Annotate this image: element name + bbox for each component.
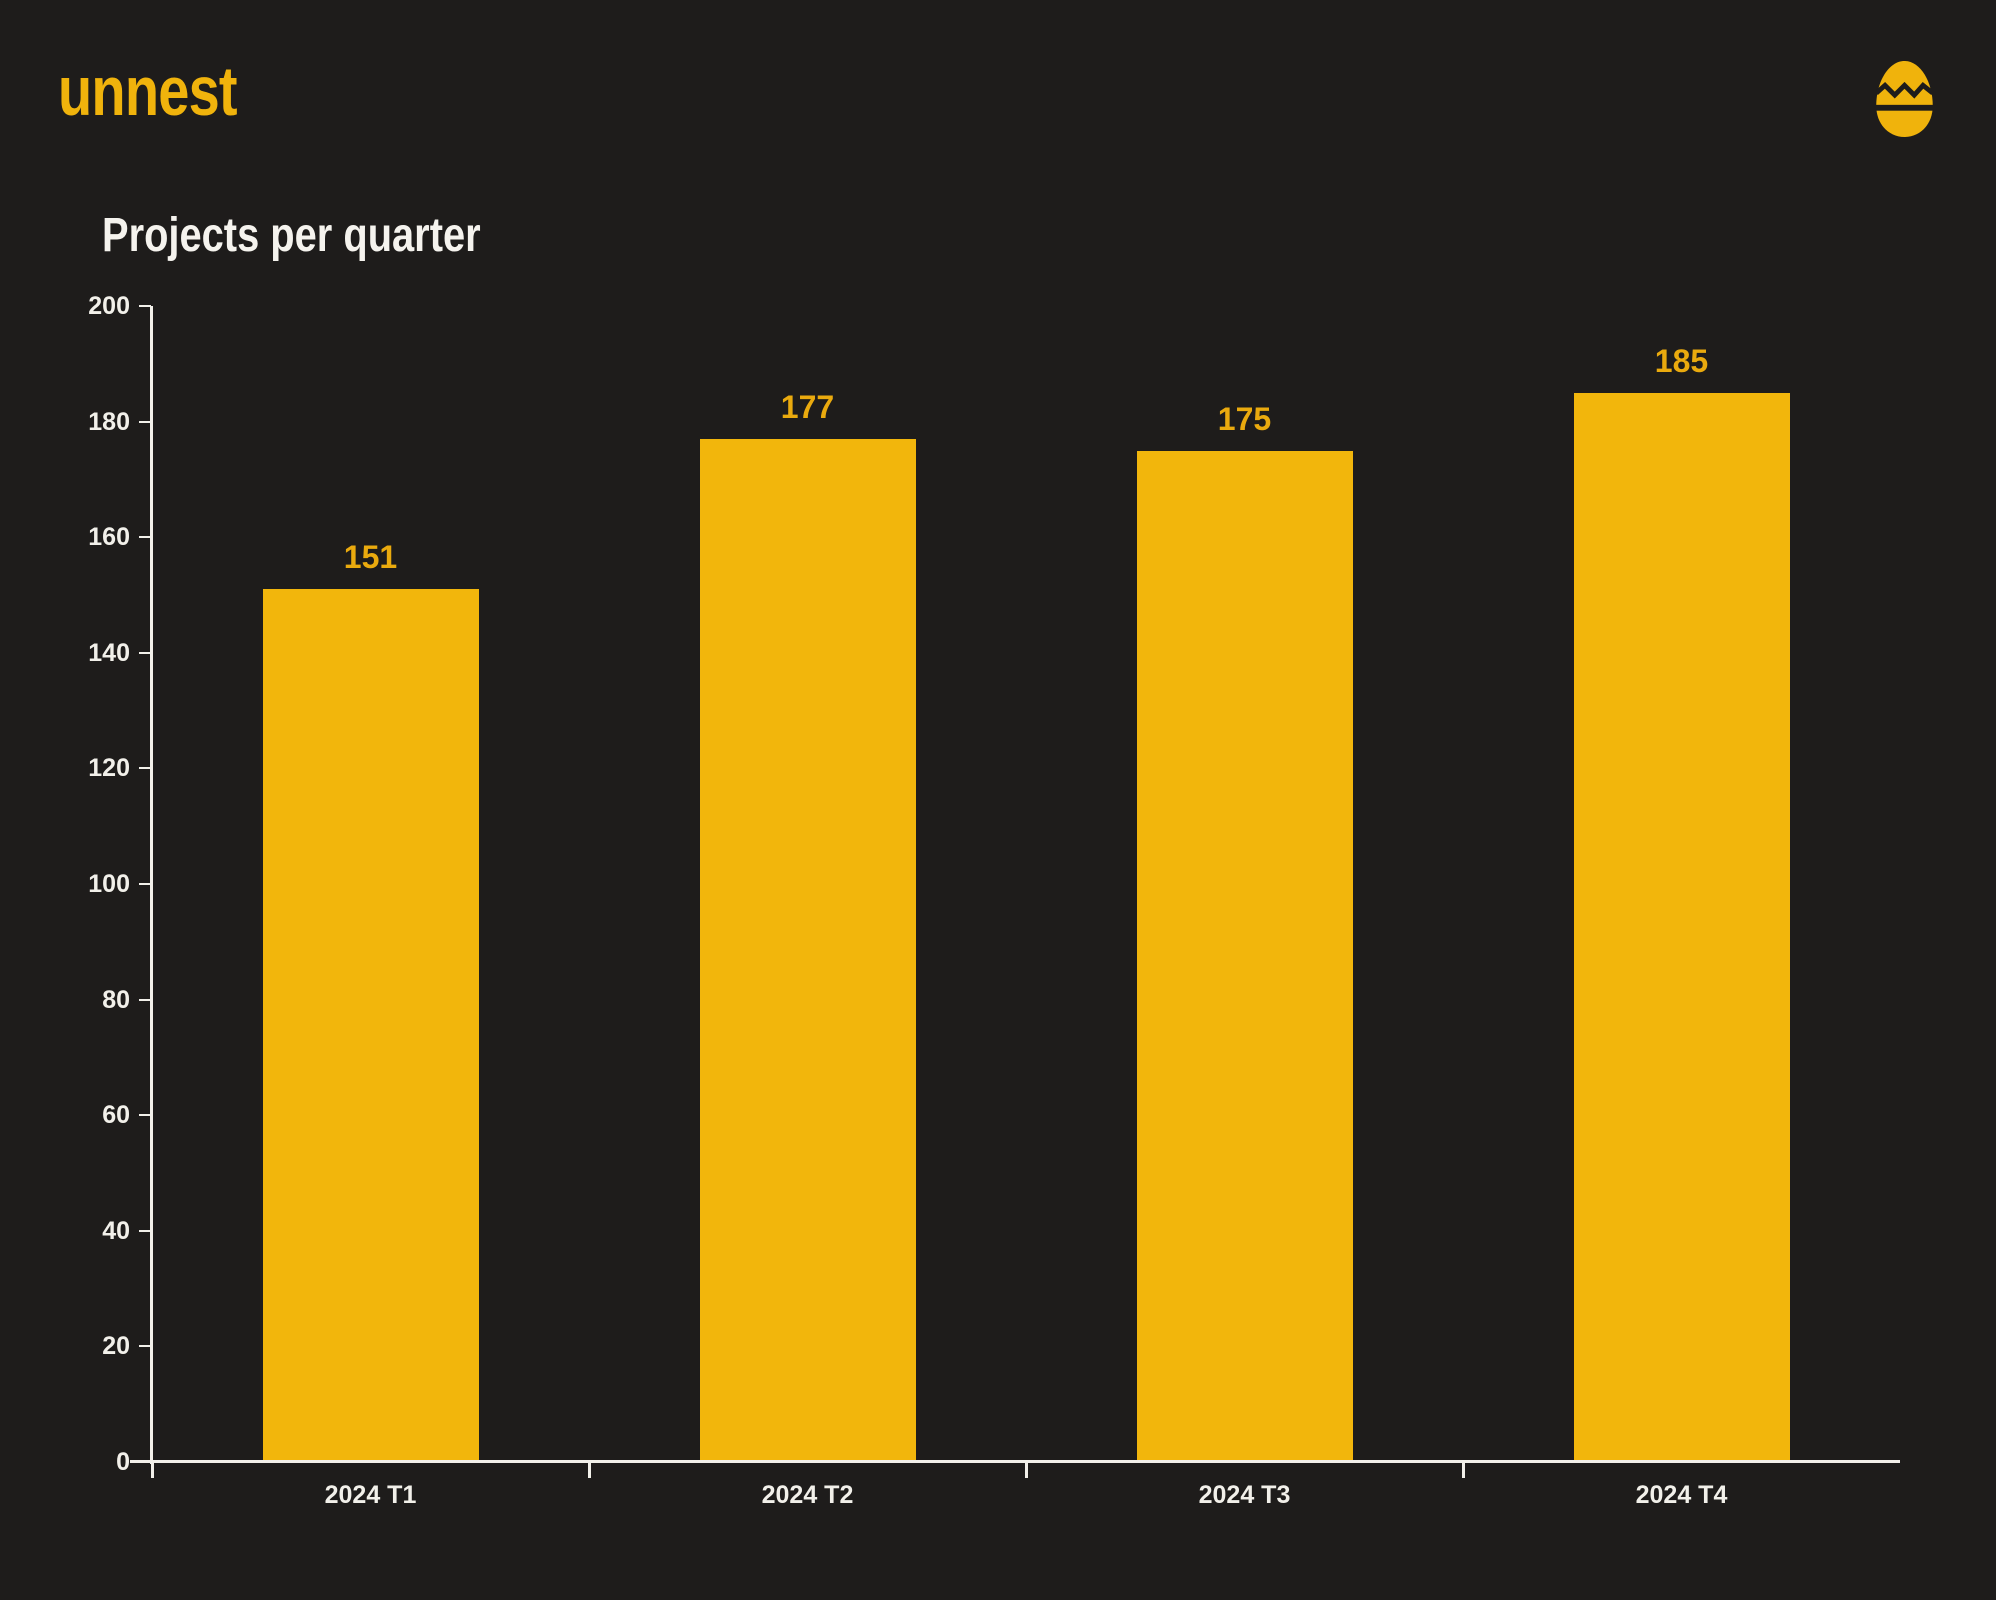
x-tick-label: 2024 T2 bbox=[761, 1481, 854, 1509]
y-tick bbox=[139, 1229, 151, 1232]
y-tick-label: 180 bbox=[88, 407, 130, 436]
x-tick-label: 2024 T4 bbox=[1635, 1481, 1728, 1509]
y-tick bbox=[139, 767, 151, 770]
y-tick bbox=[139, 1345, 151, 1348]
y-tick-label: 140 bbox=[88, 638, 130, 667]
y-tick bbox=[139, 1461, 151, 1463]
y-tick-label: 20 bbox=[102, 1332, 130, 1361]
y-tick-label: 60 bbox=[102, 1101, 130, 1130]
y-tick bbox=[139, 998, 151, 1001]
y-axis-line bbox=[150, 306, 153, 1464]
y-tick bbox=[139, 883, 151, 885]
bar-value-label: 185 bbox=[1654, 342, 1709, 379]
y-tick-label: 200 bbox=[88, 292, 130, 320]
x-tick bbox=[151, 1462, 154, 1478]
x-axis-line bbox=[130, 1460, 1900, 1463]
y-tick bbox=[139, 305, 151, 307]
egg-shell bbox=[1876, 61, 1933, 137]
y-tick bbox=[139, 536, 151, 539]
y-tick-label: 160 bbox=[88, 523, 130, 552]
bar[interactable] bbox=[1573, 392, 1790, 1462]
bar[interactable] bbox=[699, 438, 916, 1462]
y-tick-label: 120 bbox=[88, 754, 130, 783]
y-tick bbox=[139, 420, 151, 423]
egg-icon bbox=[1876, 61, 1933, 137]
chart-title: Projects per quarter bbox=[102, 209, 481, 262]
y-tick-label: 80 bbox=[102, 985, 130, 1014]
egg-crack-band bbox=[1876, 104, 1933, 111]
y-tick bbox=[139, 1114, 151, 1117]
brand-logo: unnest bbox=[58, 52, 238, 130]
y-tick-label: 100 bbox=[88, 870, 130, 898]
bar-value-label: 175 bbox=[1217, 400, 1272, 437]
bar-value-label: 151 bbox=[343, 539, 398, 576]
y-tick bbox=[139, 651, 151, 654]
bar-value-label: 177 bbox=[780, 388, 835, 425]
egg-crack-zigzag bbox=[1876, 81, 1933, 99]
x-tick-label: 2024 T3 bbox=[1198, 1481, 1291, 1509]
bar[interactable] bbox=[1136, 450, 1353, 1462]
y-tick-label: 40 bbox=[102, 1216, 130, 1245]
y-tick-label: 0 bbox=[116, 1448, 130, 1476]
bar[interactable] bbox=[262, 589, 479, 1462]
x-tick bbox=[1025, 1462, 1028, 1478]
x-tick bbox=[588, 1462, 591, 1478]
x-tick-label: 2024 T1 bbox=[324, 1481, 417, 1509]
x-tick bbox=[1462, 1462, 1465, 1478]
